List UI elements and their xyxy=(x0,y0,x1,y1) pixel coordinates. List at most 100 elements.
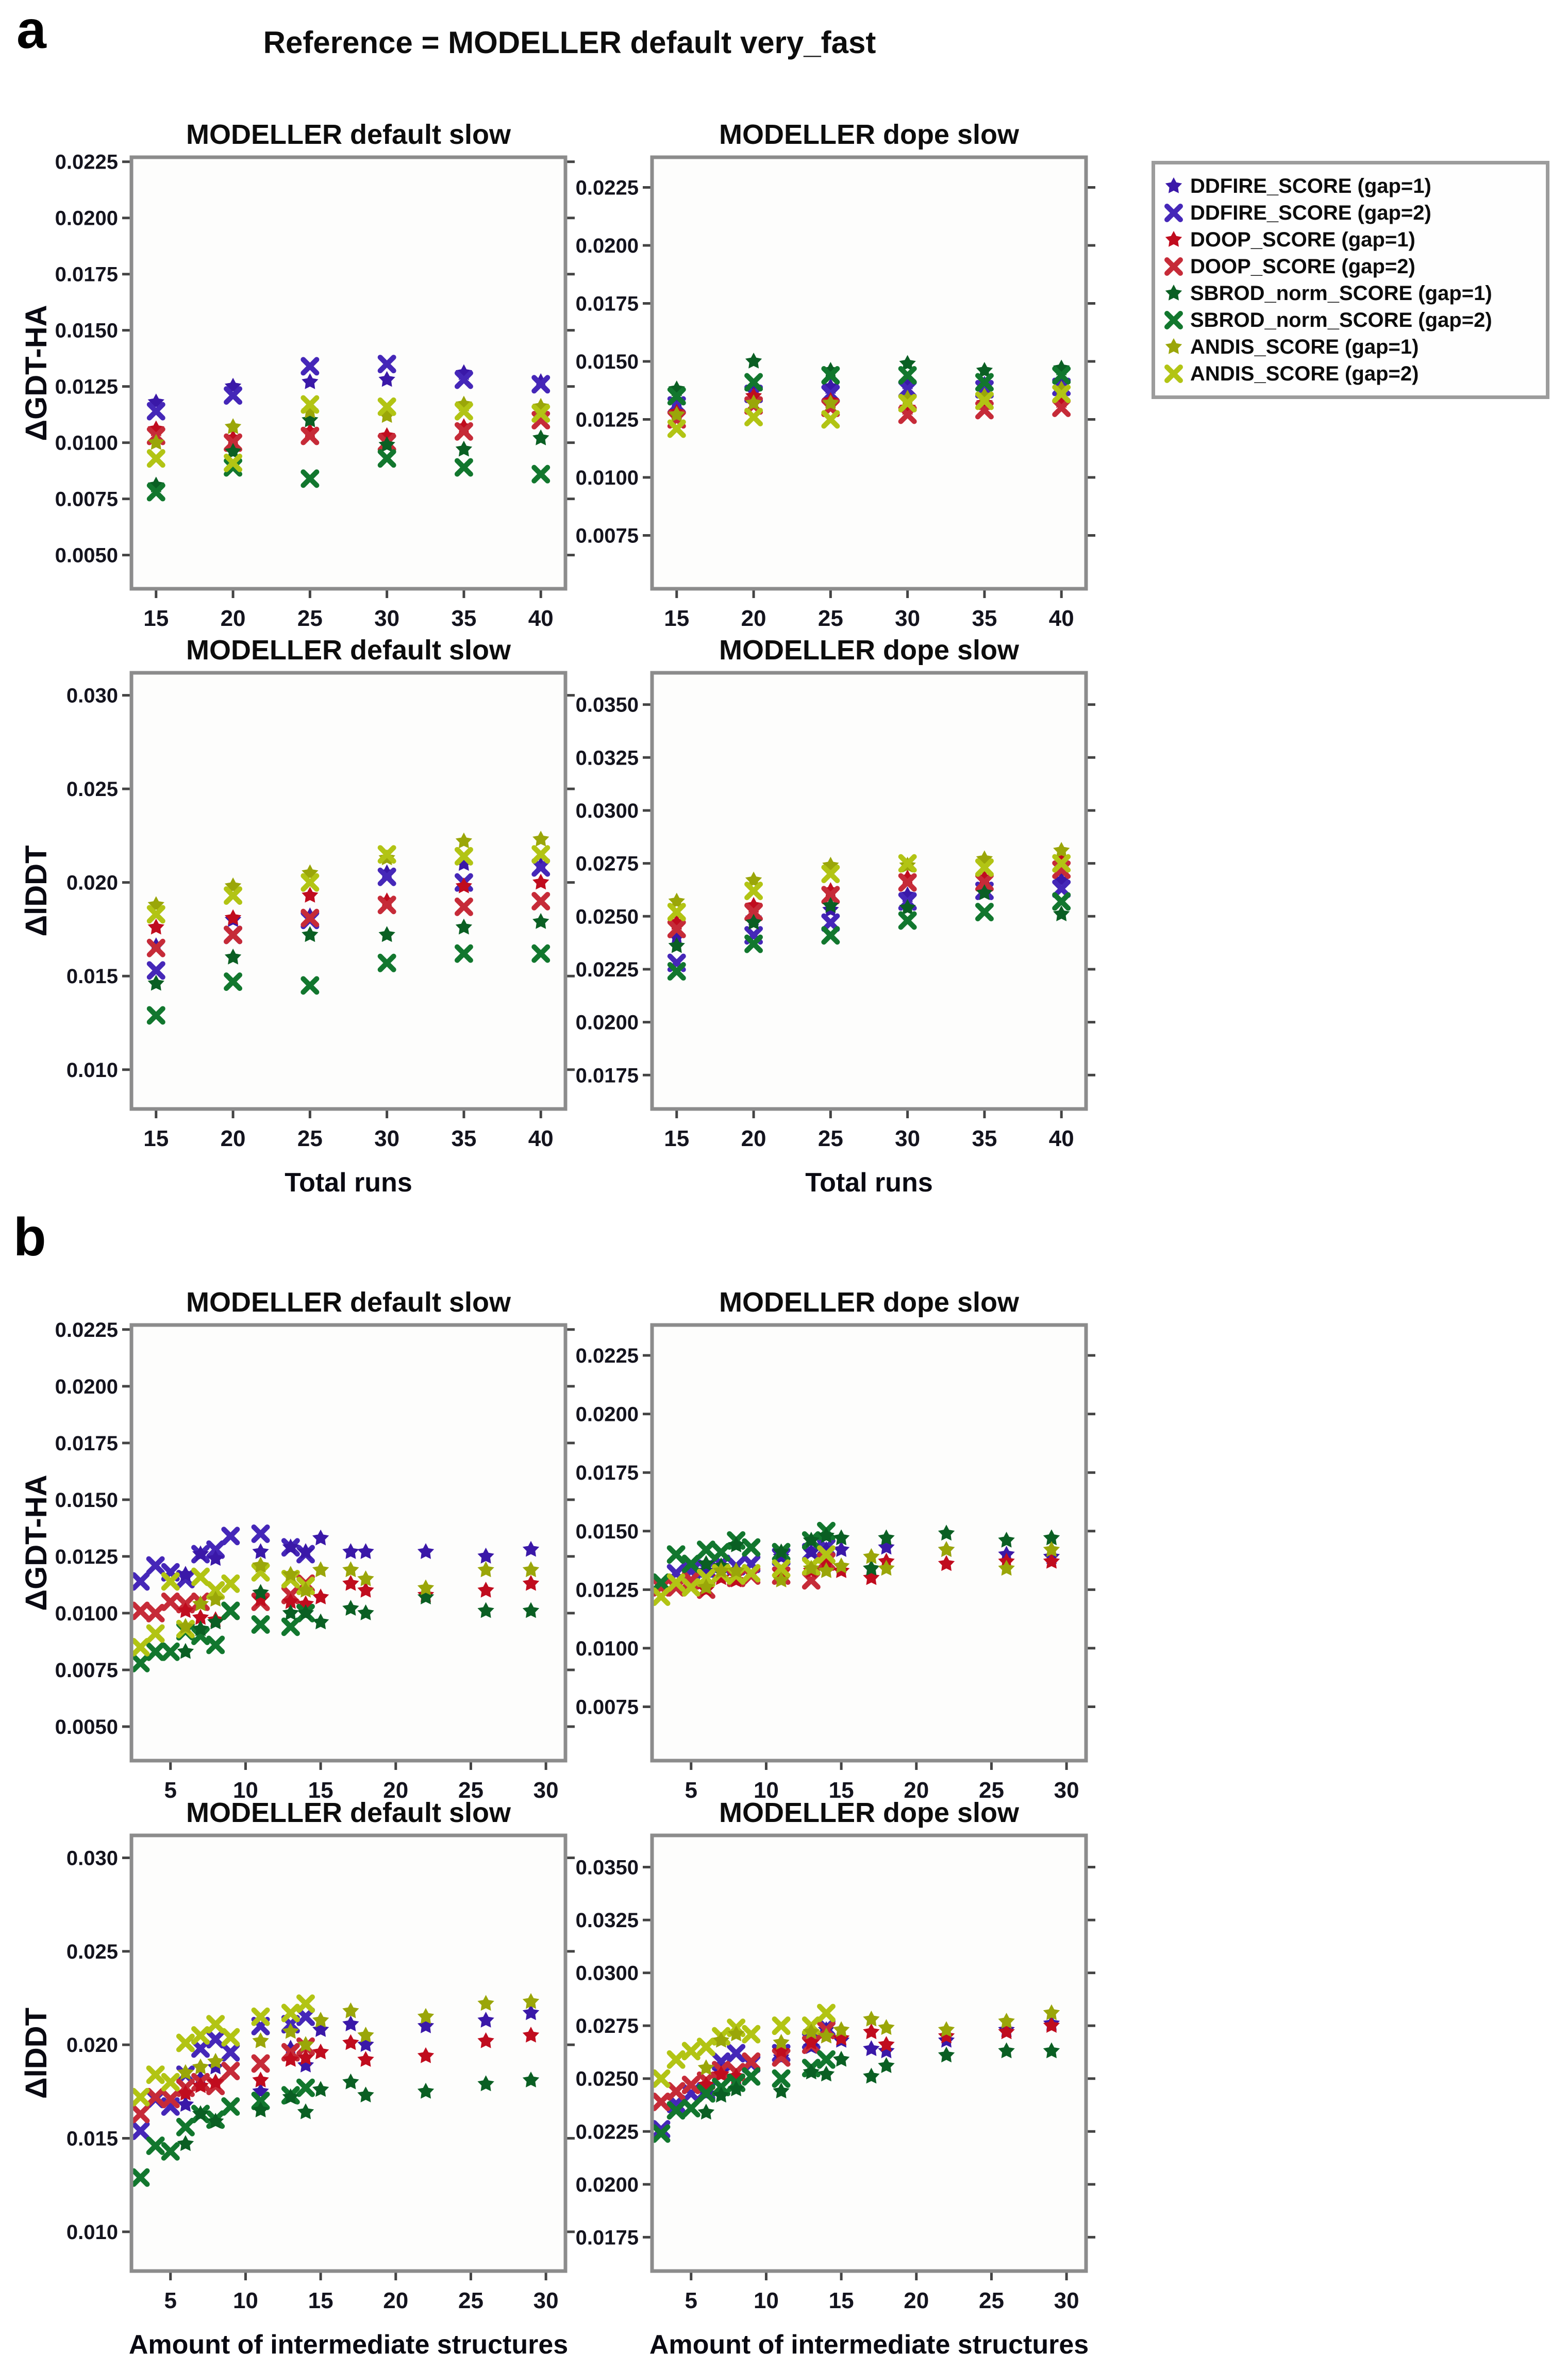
data-point-star-icon xyxy=(832,2021,850,2037)
data-point-star-icon xyxy=(938,2027,955,2044)
data-point-star-icon xyxy=(282,2051,299,2067)
data-point-star-icon xyxy=(697,1555,715,1571)
data-point-x-icon xyxy=(161,2090,180,2109)
x-tick-label: 40 xyxy=(1049,606,1074,631)
series-sbrod1 xyxy=(147,913,549,991)
data-point-x-icon xyxy=(296,1994,315,2013)
data-point-x-icon xyxy=(176,2033,195,2052)
data-point-x-icon xyxy=(1052,399,1071,417)
series-sbrod1 xyxy=(177,1584,540,1659)
y-tick-label: 0.015 xyxy=(66,2128,118,2150)
y-tick-label: 0.0050 xyxy=(55,544,118,567)
legend-item-label: DOOP_SCORE (gap=1) xyxy=(1190,228,1415,251)
data-point-x-icon xyxy=(1052,366,1071,385)
data-point-x-icon xyxy=(727,2044,746,2063)
data-point-star-icon xyxy=(312,2081,329,2097)
series-sbrod2 xyxy=(146,944,551,1025)
data-point-x-icon xyxy=(161,1572,180,1591)
data-point-x-icon xyxy=(191,1567,210,1586)
series-sbrod1 xyxy=(668,884,1070,953)
data-point-star-icon xyxy=(378,371,395,387)
series-andis2 xyxy=(146,845,551,924)
data-point-x-icon xyxy=(251,2091,270,2110)
data-point-star-icon xyxy=(522,1993,540,2009)
x-tick-label: 10 xyxy=(233,1778,258,1803)
data-point-star-icon xyxy=(822,394,839,410)
data-point-star-icon xyxy=(252,1543,269,1559)
data-point-star-icon xyxy=(302,373,319,389)
data-point-star-icon xyxy=(252,2101,269,2117)
chart-b-gdtha-default: 0.0050 0.0075 0.0100 0.0125 0.0150 0.0175 0.02… xyxy=(20,1287,575,1803)
data-point-star-icon xyxy=(252,2032,269,2048)
legend-item-andis1: ANDIS_SCORE (gap=1) xyxy=(1163,334,1538,360)
y-tick-label: 0.0175 xyxy=(576,1462,639,1484)
x-tick-label: 20 xyxy=(383,2288,408,2313)
subplot-title: MODELLER dope slow xyxy=(719,1287,1020,1318)
data-point-star-icon xyxy=(297,1581,314,1598)
y-tick-label: 0.0125 xyxy=(576,1579,639,1601)
data-point-x-icon xyxy=(146,449,165,468)
y-tick-label: 0.0200 xyxy=(576,1403,639,1426)
x-tick-label: 5 xyxy=(164,2288,177,2313)
data-point-star-icon xyxy=(297,1543,314,1559)
data-point-x-icon xyxy=(221,1574,240,1593)
data-point-x-icon xyxy=(531,858,551,877)
y-tick-label: 0.0075 xyxy=(576,1696,639,1719)
data-point-star-icon xyxy=(417,1543,435,1559)
data-point-star-icon xyxy=(668,937,685,953)
data-point-x-icon xyxy=(454,458,473,477)
x-tick-label: 5 xyxy=(685,1778,697,1803)
data-point-star-icon xyxy=(863,2010,880,2027)
x-tick-label: 15 xyxy=(308,2288,333,2313)
plot-border xyxy=(650,1323,1088,1763)
data-point-star-icon xyxy=(477,2075,494,2092)
data-point-x-icon xyxy=(666,1545,686,1564)
y-tick-label: 0.0150 xyxy=(55,1489,118,1512)
series-doop1 xyxy=(177,2027,540,2101)
x-tick-label: 20 xyxy=(741,606,766,631)
x-tick-label: 20 xyxy=(904,2288,929,2313)
data-point-star-icon xyxy=(878,2057,895,2073)
data-point-star-icon xyxy=(282,1566,299,1582)
data-point-x-icon xyxy=(131,2088,150,2107)
series-doop2 xyxy=(146,891,551,957)
data-point-x-icon xyxy=(696,1540,715,1560)
legend-item-label: DOOP_SCORE (gap=2) xyxy=(1190,255,1415,278)
data-point-star-icon xyxy=(1165,177,1182,193)
data-point-star-icon xyxy=(1053,905,1070,921)
data-point-x-icon xyxy=(146,1624,165,1643)
data-point-x-icon xyxy=(224,886,243,905)
data-point-x-icon xyxy=(975,858,994,877)
data-point-star-icon xyxy=(522,1575,540,1591)
x-tick-label: 35 xyxy=(972,1126,997,1151)
data-point-star-icon xyxy=(342,2015,359,2031)
data-point-star-icon xyxy=(803,2063,820,2080)
series-sbrod2 xyxy=(146,449,551,502)
legend-item-ddfire2: DDFIRE_SCORE (gap=2) xyxy=(1163,200,1538,226)
data-point-star-icon xyxy=(938,1555,955,1571)
y-tick-label: 0.0125 xyxy=(576,409,639,432)
data-point-x-icon xyxy=(221,1601,240,1620)
data-point-star-icon xyxy=(938,1525,955,1541)
data-point-star-icon xyxy=(312,1561,329,1578)
y-tick-label: 0.0300 xyxy=(576,800,639,822)
chart-a-gdtha-default: 0.0050 0.0075 0.0100 0.0125 0.0150 0.0175 0.02… xyxy=(20,119,575,631)
data-point-x-icon xyxy=(744,408,763,426)
y-tick-label: 0.0325 xyxy=(576,747,639,769)
data-point-x-icon xyxy=(696,1568,715,1587)
data-point-x-icon xyxy=(898,854,917,873)
data-point-star-icon xyxy=(832,2029,850,2046)
data-point-x-icon xyxy=(377,953,396,972)
data-point-star-icon xyxy=(192,1609,209,1625)
data-point-star-icon xyxy=(477,1581,494,1598)
y-tick-label: 0.0100 xyxy=(55,432,118,455)
data-point-x-icon xyxy=(1164,257,1183,276)
data-point-star-icon xyxy=(207,2052,224,2069)
data-point-star-icon xyxy=(357,2086,374,2102)
data-point-x-icon xyxy=(531,944,551,963)
y-tick-label: 0.025 xyxy=(66,1941,118,1963)
plot-area xyxy=(131,157,565,589)
y-tick-label: 0.0175 xyxy=(55,263,118,286)
data-point-star-icon xyxy=(712,2086,730,2103)
data-point-star-icon xyxy=(297,2103,314,2119)
